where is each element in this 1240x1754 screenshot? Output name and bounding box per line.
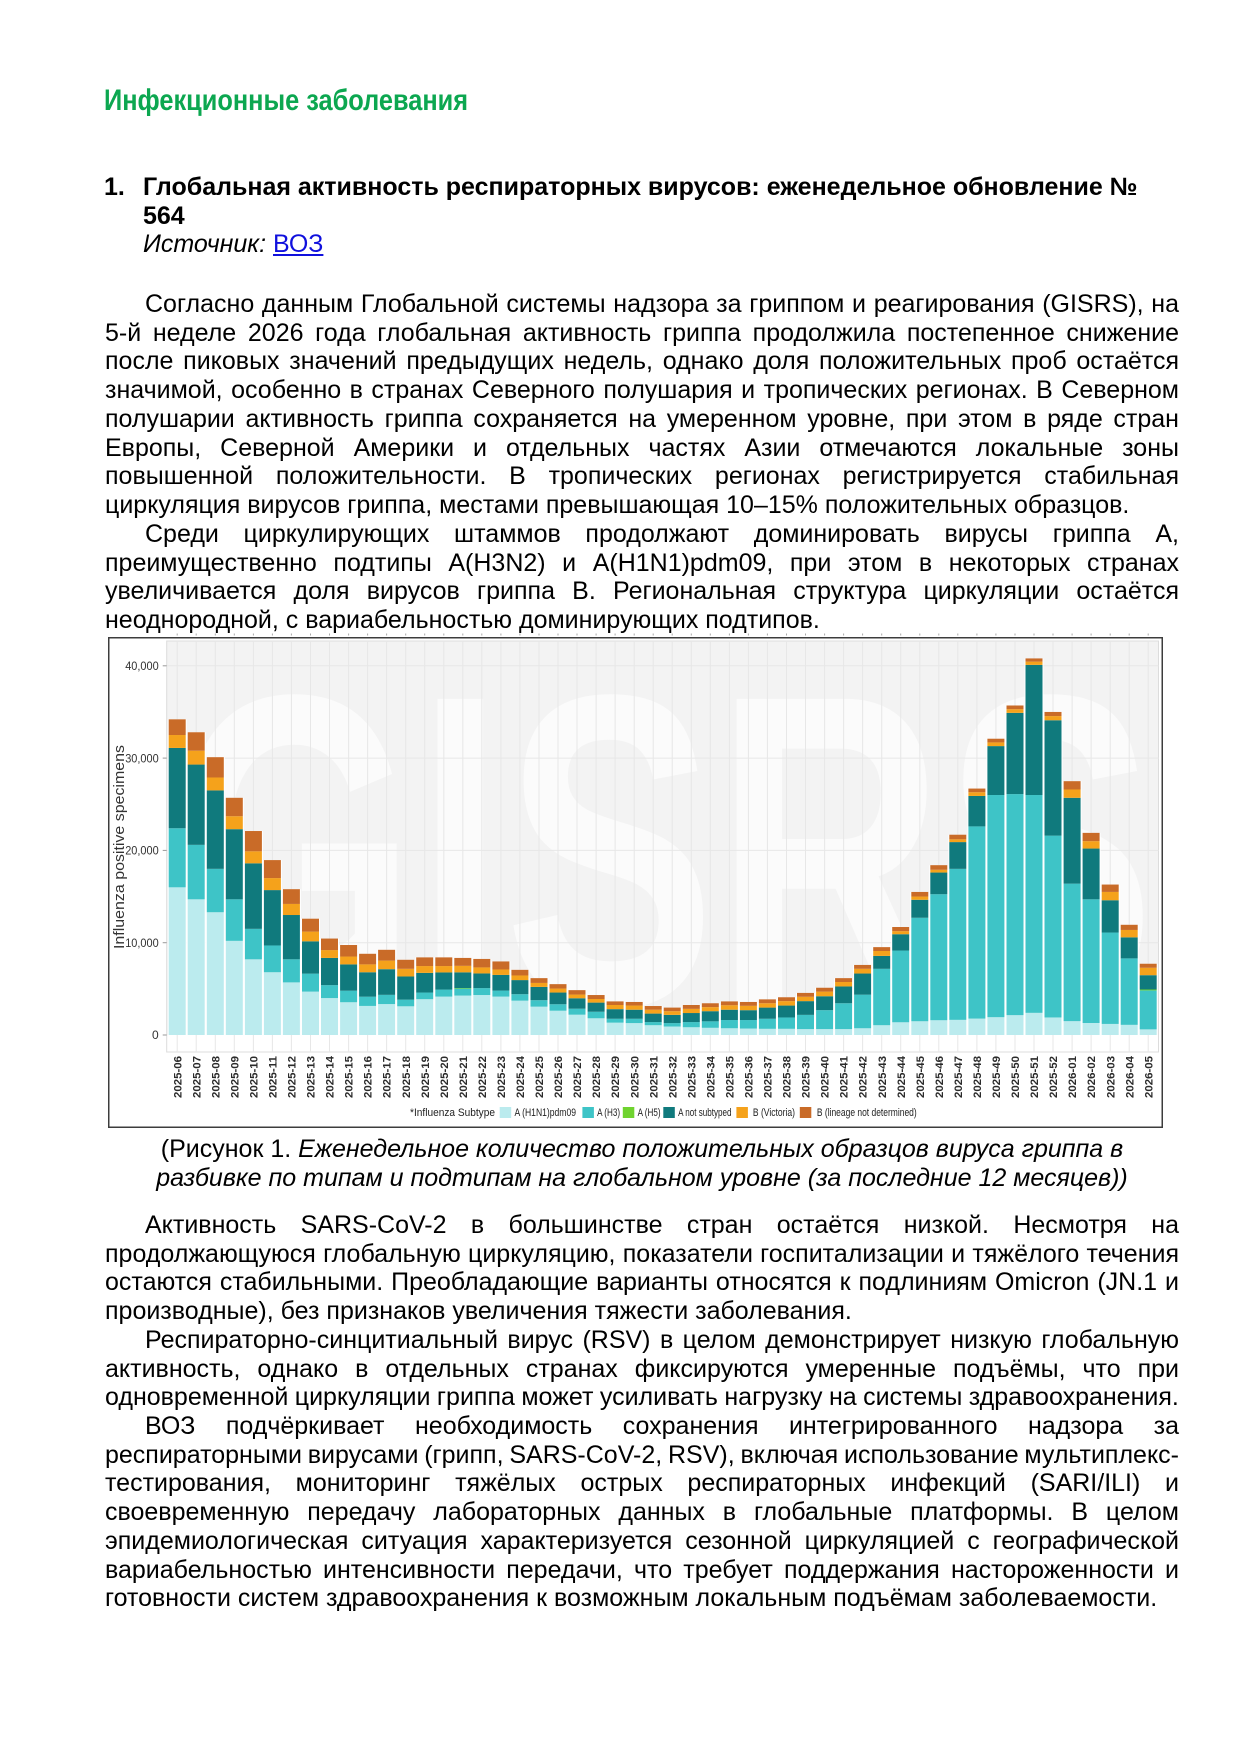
svg-text:B (Victoria): B (Victoria) bbox=[753, 1107, 795, 1119]
svg-text:10,000: 10,000 bbox=[125, 936, 159, 950]
svg-text:2025-36: 2025-36 bbox=[744, 1056, 756, 1098]
svg-text:2026-03: 2026-03 bbox=[1105, 1056, 1117, 1098]
svg-text:B (lineage not determined): B (lineage not determined) bbox=[817, 1107, 917, 1119]
svg-text:2025-49: 2025-49 bbox=[991, 1056, 1003, 1098]
svg-text:2025-08: 2025-08 bbox=[210, 1056, 222, 1098]
svg-text:2025-15: 2025-15 bbox=[344, 1056, 356, 1098]
svg-text:2025-10: 2025-10 bbox=[249, 1056, 261, 1098]
svg-text:A (H5): A (H5) bbox=[638, 1107, 661, 1119]
svg-text:Influenza positive specimens: Influenza positive specimens bbox=[111, 745, 128, 949]
svg-text:20,000: 20,000 bbox=[125, 844, 159, 858]
svg-text:2026-01: 2026-01 bbox=[1067, 1056, 1079, 1098]
svg-text:2025-39: 2025-39 bbox=[801, 1056, 813, 1098]
svg-text:2025-18: 2025-18 bbox=[401, 1056, 413, 1098]
svg-text:A (H1N1)pdm09: A (H1N1)pdm09 bbox=[515, 1107, 577, 1119]
svg-text:2025-35: 2025-35 bbox=[725, 1056, 737, 1098]
svg-text:2025-29: 2025-29 bbox=[610, 1056, 622, 1098]
svg-text:30,000: 30,000 bbox=[125, 751, 159, 765]
svg-text:2025-31: 2025-31 bbox=[648, 1056, 660, 1098]
svg-text:2025-48: 2025-48 bbox=[972, 1056, 984, 1098]
svg-text:2025-22: 2025-22 bbox=[477, 1056, 489, 1098]
svg-text:2025-52: 2025-52 bbox=[1048, 1056, 1060, 1098]
svg-text:0: 0 bbox=[152, 1028, 159, 1042]
svg-text:2025-20: 2025-20 bbox=[439, 1056, 451, 1098]
svg-text:2025-34: 2025-34 bbox=[705, 1055, 717, 1098]
svg-text:2025-51: 2025-51 bbox=[1029, 1056, 1041, 1098]
svg-text:A (H3): A (H3) bbox=[597, 1107, 620, 1119]
svg-text:2025-16: 2025-16 bbox=[363, 1056, 375, 1098]
svg-text:2025-11: 2025-11 bbox=[268, 1056, 280, 1098]
svg-text:40,000: 40,000 bbox=[125, 659, 159, 673]
svg-text:2026-04: 2026-04 bbox=[1124, 1055, 1136, 1098]
svg-text:2025-14: 2025-14 bbox=[325, 1055, 337, 1098]
svg-text:2025-17: 2025-17 bbox=[382, 1056, 394, 1098]
svg-text:2025-32: 2025-32 bbox=[667, 1056, 679, 1098]
svg-text:2025-27: 2025-27 bbox=[572, 1056, 584, 1098]
svg-text:*Influenza Subtype: *Influenza Subtype bbox=[410, 1107, 495, 1119]
svg-text:2025-24: 2025-24 bbox=[515, 1055, 527, 1098]
svg-text:2026-05: 2026-05 bbox=[1143, 1056, 1155, 1098]
svg-text:2025-28: 2025-28 bbox=[591, 1056, 603, 1098]
svg-text:2025-37: 2025-37 bbox=[763, 1056, 775, 1098]
svg-text:2025-23: 2025-23 bbox=[496, 1056, 508, 1098]
svg-text:2025-42: 2025-42 bbox=[858, 1056, 870, 1098]
svg-text:2025-44: 2025-44 bbox=[896, 1055, 908, 1098]
svg-text:2026-02: 2026-02 bbox=[1086, 1056, 1098, 1098]
svg-text:2025-50: 2025-50 bbox=[1010, 1056, 1022, 1098]
svg-text:2025-38: 2025-38 bbox=[782, 1056, 794, 1098]
svg-text:2025-45: 2025-45 bbox=[915, 1056, 927, 1098]
svg-text:2025-43: 2025-43 bbox=[877, 1056, 889, 1098]
svg-text:2025-13: 2025-13 bbox=[306, 1056, 318, 1098]
svg-text:2025-40: 2025-40 bbox=[820, 1056, 832, 1098]
svg-text:2025-07: 2025-07 bbox=[191, 1056, 203, 1098]
svg-text:2025-25: 2025-25 bbox=[534, 1056, 546, 1098]
svg-text:2025-21: 2025-21 bbox=[458, 1056, 470, 1098]
svg-text:2025-47: 2025-47 bbox=[953, 1056, 965, 1098]
svg-text:2025-41: 2025-41 bbox=[839, 1056, 851, 1098]
svg-text:2025-46: 2025-46 bbox=[934, 1056, 946, 1098]
svg-text:2025-33: 2025-33 bbox=[686, 1056, 698, 1098]
svg-text:2025-30: 2025-30 bbox=[629, 1056, 641, 1098]
svg-text:2025-06: 2025-06 bbox=[172, 1056, 184, 1098]
svg-text:2025-19: 2025-19 bbox=[420, 1056, 432, 1098]
svg-text:2025-09: 2025-09 bbox=[229, 1056, 241, 1098]
svg-text:A not subtyped: A not subtyped bbox=[678, 1107, 731, 1119]
svg-text:2025-26: 2025-26 bbox=[553, 1056, 565, 1098]
svg-text:2025-12: 2025-12 bbox=[287, 1056, 299, 1098]
